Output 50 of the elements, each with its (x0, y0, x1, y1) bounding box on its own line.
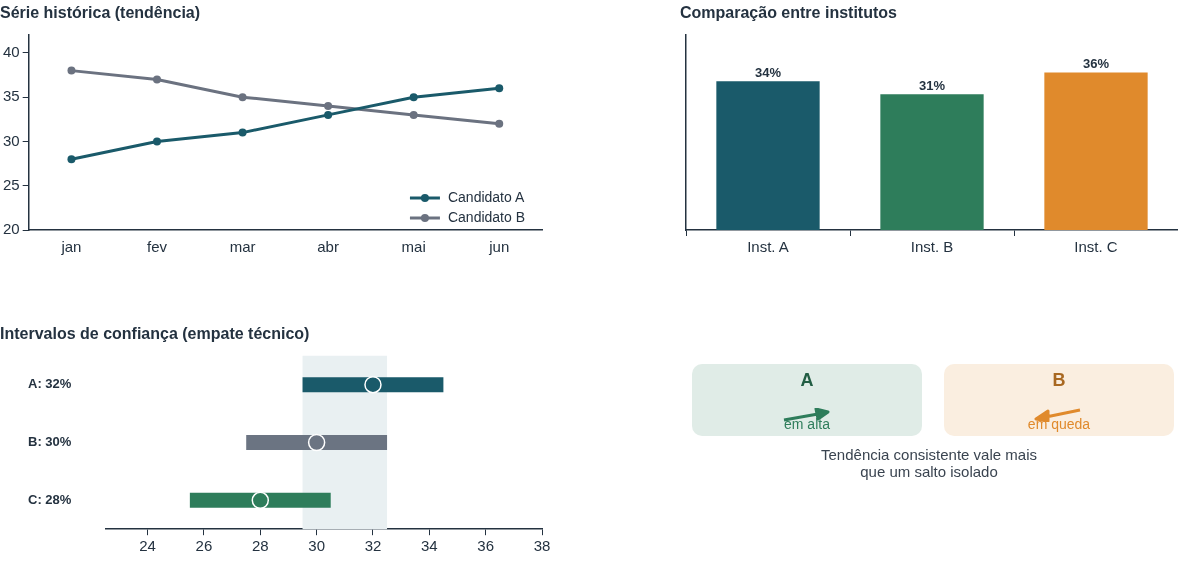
x-tick-label: Inst. C (1074, 238, 1118, 256)
x-tick-label: 38 (533, 537, 551, 555)
chart-title: Comparação entre institutos (680, 4, 898, 22)
text: Tendência consistente vale mais que um salto isolado (820, 446, 1038, 480)
y-tick-label: 40 (3, 43, 20, 61)
category-label: B (1051, 370, 1067, 391)
x-tick-label: jan (60, 238, 82, 256)
point (495, 119, 504, 128)
x-tick-label: Inst. A (747, 238, 789, 256)
point (324, 102, 333, 111)
point (153, 137, 162, 146)
x-tick-label: jun (488, 238, 510, 256)
point (238, 128, 247, 137)
data-label: 31% (918, 78, 946, 94)
x-tick-label: 30 (308, 537, 325, 555)
chart-title: Intervalos de confiança (empate técnico) (0, 324, 310, 342)
y-tick-label: 30 (3, 131, 20, 149)
y-tick-label: C: 28% (27, 491, 72, 507)
y-tick-label: 25 (3, 175, 20, 193)
x-tick-label: 28 (251, 537, 269, 555)
x-tick-label: Inst. B (910, 238, 954, 256)
x-tick-label: 36 (477, 537, 494, 555)
x-tick-label: 34 (420, 537, 438, 555)
legend-label: Candidato A (447, 188, 525, 205)
data-label: 36% (1082, 56, 1110, 72)
x-tick-label: mai (401, 238, 426, 256)
y-tick-label: 35 (3, 87, 20, 105)
chart-title: Série histórica (tendência) (0, 4, 201, 22)
x-tick-label: 32 (364, 537, 382, 555)
text: em alta (783, 416, 831, 432)
point (409, 110, 418, 119)
y-tick-label: 20 (3, 220, 20, 238)
legend-label: Candidato B (447, 208, 526, 225)
data-label: 34% (754, 65, 782, 81)
x-tick-label: fev (147, 238, 168, 256)
category-label: A (799, 370, 815, 391)
point (409, 93, 418, 102)
x-tick-label: 26 (195, 537, 213, 555)
x-tick-label: abr (317, 238, 339, 256)
y-tick-label: A: 32% (27, 376, 72, 392)
point (153, 75, 162, 84)
point (495, 84, 504, 93)
point (324, 110, 333, 119)
x-tick-label: 24 (139, 537, 156, 555)
x-tick-label: mar (229, 238, 256, 256)
point (67, 155, 76, 164)
text: em queda (1026, 416, 1092, 432)
point (238, 93, 247, 102)
point (67, 66, 76, 75)
y-tick-label: B: 30% (27, 434, 72, 450)
